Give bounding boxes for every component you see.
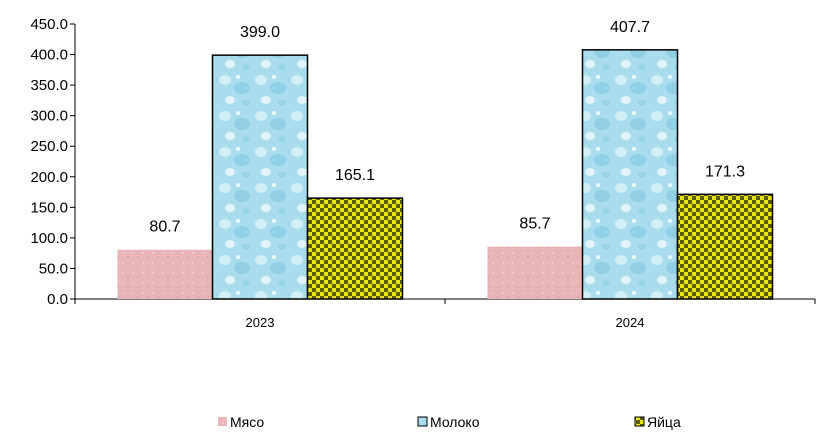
bar-Молоко-2023 — [211, 54, 309, 300]
y-tick-label: 450.0 — [30, 16, 68, 33]
bar-Мясо-2023 — [117, 249, 213, 299]
y-tick-label: 100.0 — [30, 230, 68, 247]
data-labels: 80.7 399.0 165.1 85.7 407.7 171.3 — [149, 19, 745, 236]
data-label: 80.7 — [149, 219, 180, 236]
legend-label: Яйца — [647, 414, 681, 430]
legend-label: Мясо — [230, 414, 264, 430]
bars — [117, 49, 774, 300]
data-label: 407.7 — [610, 19, 650, 36]
y-tick-label: 250.0 — [30, 138, 68, 155]
legend-label: Молоко — [430, 414, 480, 430]
data-label: 171.3 — [705, 163, 745, 180]
legend-swatch-Молоко — [417, 416, 428, 427]
bar-Молоко-2024 — [581, 49, 679, 300]
x-tick-label: 2024 — [616, 315, 645, 330]
legend: Мясо Молоко Яйца — [218, 414, 681, 430]
y-tick-label: 300.0 — [30, 108, 68, 125]
bar-Яйца-2024 — [676, 193, 774, 300]
y-tick-label: 200.0 — [30, 169, 68, 186]
y-tick-label: 50.0 — [39, 260, 68, 277]
y-tick-label: 150.0 — [30, 199, 68, 216]
data-label: 85.7 — [519, 216, 550, 233]
bar-Мясо-2024 — [487, 246, 583, 299]
y-axis: 0.0 50.0 100.0 150.0 200.0 250.0 300.0 350.0 400… — [30, 16, 76, 308]
y-tick-label: 0.0 — [47, 291, 68, 308]
x-tick-label: 2023 — [246, 315, 275, 330]
data-label: 399.0 — [240, 24, 280, 41]
legend-swatch-Мясо — [218, 417, 227, 426]
y-tick-label: 400.0 — [30, 47, 68, 64]
y-tick-label: 350.0 — [30, 77, 68, 94]
bar-Яйца-2023 — [306, 197, 404, 300]
x-axis: 2023 2024 — [74, 298, 816, 330]
data-label: 165.1 — [335, 167, 375, 184]
legend-swatch-Яйца — [634, 416, 645, 427]
